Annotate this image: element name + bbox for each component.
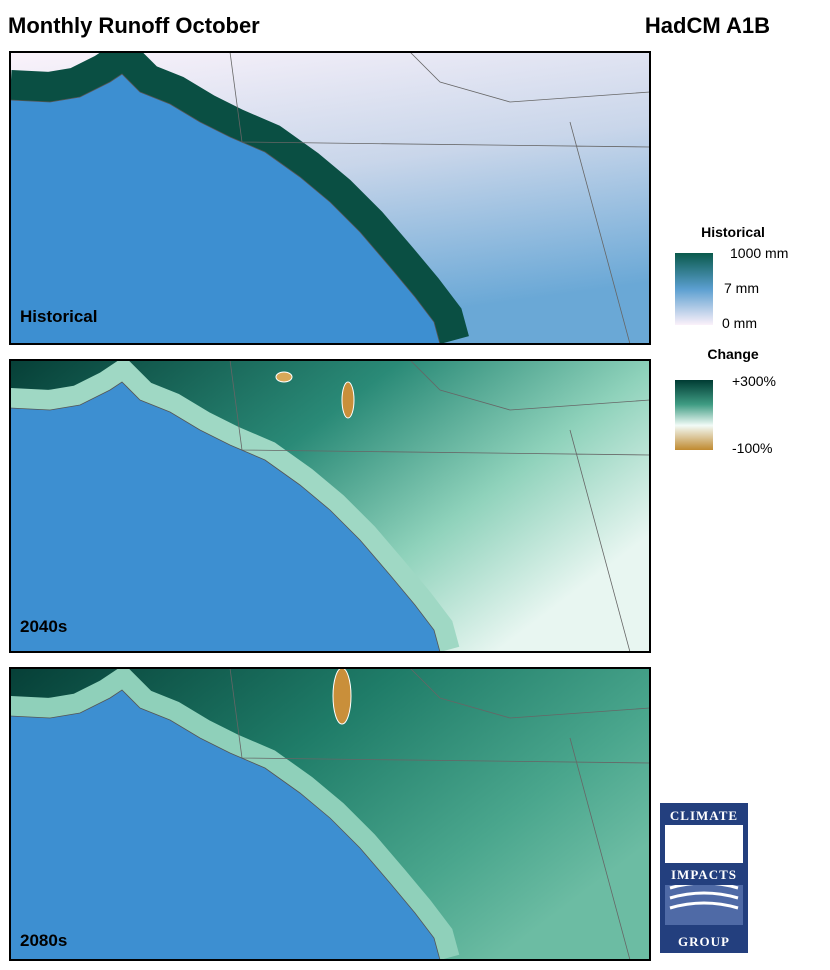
logo-text: GROUP bbox=[678, 934, 730, 949]
logo: CLIMATE IMPACTS GROUP bbox=[660, 803, 748, 953]
legend-title: Historical bbox=[701, 224, 765, 240]
colorbar bbox=[675, 380, 713, 450]
logo-text: IMPACTS bbox=[671, 867, 737, 882]
title: Monthly Runoff October bbox=[8, 13, 260, 38]
scenario: HadCM A1B bbox=[645, 13, 770, 38]
legend: Historical 1000 mm 7 mm 0 mm Change +300… bbox=[675, 224, 788, 456]
legend-label: 1000 mm bbox=[730, 245, 788, 261]
legend-label: -100% bbox=[732, 440, 772, 456]
logo-text: CLIMATE bbox=[670, 808, 738, 823]
colorbar bbox=[675, 253, 713, 325]
panel-label: Historical bbox=[20, 307, 97, 326]
legend-label: 7 mm bbox=[724, 280, 759, 296]
map-panel: 2080s bbox=[9, 667, 651, 961]
legend-title: Change bbox=[707, 346, 759, 362]
legend-label: +300% bbox=[732, 373, 776, 389]
legend-label: 0 mm bbox=[722, 315, 757, 331]
panel-label: 2080s bbox=[20, 931, 67, 950]
map-panel: 2040s bbox=[9, 359, 651, 653]
panel-label: 2040s bbox=[20, 617, 67, 636]
map-panel: Historical bbox=[9, 51, 651, 345]
